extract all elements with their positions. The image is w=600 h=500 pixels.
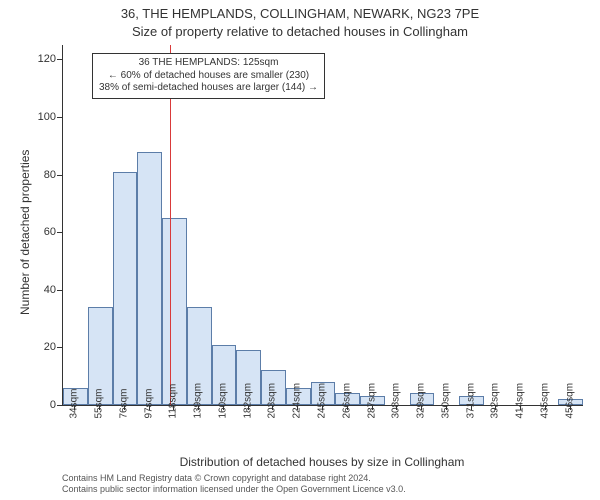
xtick-mark: [495, 405, 496, 410]
histogram-bar: [162, 218, 187, 405]
annotation-line2: ← 60% of detached houses are smaller (23…: [99, 70, 318, 83]
ytick-label: 40: [26, 284, 56, 296]
xtick-mark: [570, 405, 571, 410]
xtick-mark: [149, 405, 150, 410]
xtick-mark: [248, 405, 249, 410]
xtick-mark: [520, 405, 521, 410]
xtick-mark: [396, 405, 397, 410]
ytick-mark: [57, 59, 62, 60]
ytick-label: 20: [26, 341, 56, 353]
ytick-mark: [57, 290, 62, 291]
xtick-mark: [223, 405, 224, 410]
ytick-mark: [57, 405, 62, 406]
xtick-mark: [74, 405, 75, 410]
xtick-mark: [372, 405, 373, 410]
ytick-mark: [57, 232, 62, 233]
copyright-text: Contains HM Land Registry data © Crown c…: [62, 473, 406, 496]
ytick-label: 80: [26, 169, 56, 181]
ytick-label: 120: [26, 53, 56, 65]
xtick-mark: [99, 405, 100, 410]
ytick-mark: [57, 117, 62, 118]
xtick-mark: [545, 405, 546, 410]
ytick-mark: [57, 347, 62, 348]
ytick-mark: [57, 175, 62, 176]
chart-container: 36, THE HEMPLANDS, COLLINGHAM, NEWARK, N…: [0, 0, 600, 500]
xtick-mark: [198, 405, 199, 410]
annotation-box: 36 THE HEMPLANDS: 125sqm ← 60% of detach…: [92, 53, 325, 99]
xtick-mark: [347, 405, 348, 410]
ytick-label: 0: [26, 399, 56, 411]
plot-area: [62, 45, 583, 406]
annotation-line1: 36 THE HEMPLANDS: 125sqm: [99, 57, 318, 70]
xtick-mark: [446, 405, 447, 410]
xtick-mark: [421, 405, 422, 410]
copyright-line2: Contains public sector information licen…: [62, 484, 406, 495]
histogram-bar: [137, 152, 162, 405]
annotation-line3: 38% of semi-detached houses are larger (…: [99, 82, 318, 95]
copyright-line1: Contains HM Land Registry data © Crown c…: [62, 473, 406, 484]
ytick-label: 100: [26, 111, 56, 123]
chart-title-line1: 36, THE HEMPLANDS, COLLINGHAM, NEWARK, N…: [0, 6, 600, 21]
ytick-label: 60: [26, 226, 56, 238]
x-axis-label: Distribution of detached houses by size …: [62, 455, 582, 469]
xtick-mark: [173, 405, 174, 410]
xtick-mark: [297, 405, 298, 410]
xtick-mark: [272, 405, 273, 410]
histogram-bar: [113, 172, 138, 405]
reference-line: [170, 45, 171, 405]
xtick-mark: [471, 405, 472, 410]
xtick-mark: [322, 405, 323, 410]
xtick-mark: [124, 405, 125, 410]
chart-title-line2: Size of property relative to detached ho…: [0, 24, 600, 39]
